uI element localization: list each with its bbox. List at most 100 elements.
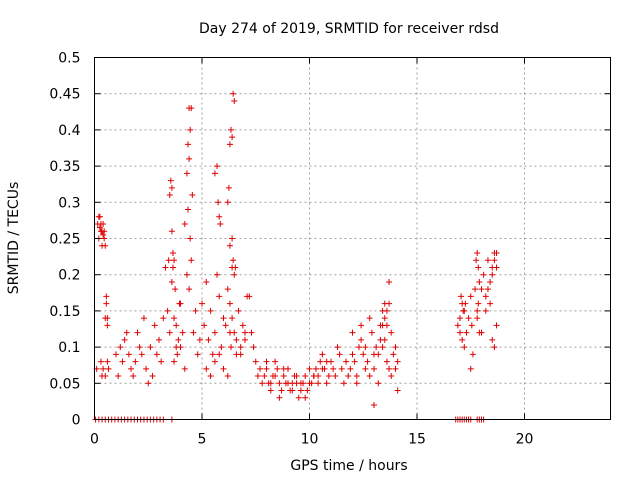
data-point: [386, 300, 393, 307]
data-point: [457, 329, 463, 336]
data-point: [222, 322, 229, 329]
data-point: [117, 344, 124, 351]
data-point: [145, 380, 152, 387]
data-point: [267, 387, 274, 394]
y-tick-label: 0.5: [58, 51, 80, 67]
data-point: [97, 221, 104, 228]
data-point: [334, 344, 341, 351]
data-point: [115, 373, 122, 380]
data-point: [130, 373, 137, 380]
data-point: [169, 249, 176, 256]
data-point: [467, 293, 474, 300]
data-point: [355, 344, 362, 351]
data-point: [187, 235, 194, 242]
data-point: [308, 380, 315, 387]
data-point: [151, 322, 158, 329]
data-point: [97, 358, 104, 365]
data-point: [207, 373, 214, 380]
data-point: [231, 271, 238, 278]
data-point: [480, 271, 487, 278]
y-tick-label: 0.05: [49, 376, 80, 392]
data-point: [123, 329, 130, 336]
y-tick-label: 0.15: [49, 304, 80, 320]
data-point: [461, 344, 468, 351]
data-point: [211, 358, 218, 365]
data-point: [463, 329, 470, 336]
data-point: [158, 358, 165, 365]
data-point: [119, 358, 126, 365]
data-point: [100, 231, 107, 238]
data-point: [216, 351, 223, 358]
data-point: [306, 365, 313, 372]
data-point: [134, 329, 141, 336]
data-point: [153, 351, 160, 358]
data-point: [242, 336, 248, 343]
x-tick-label: 5: [198, 432, 207, 448]
data-point: [493, 249, 500, 256]
data-point: [138, 351, 145, 358]
data-point: [323, 380, 330, 387]
data-point: [226, 300, 233, 307]
data-point: [105, 365, 112, 372]
data-point: [491, 257, 498, 264]
data-point: [235, 307, 242, 314]
data-point: [364, 358, 371, 365]
data-point: [233, 351, 240, 358]
data-point: [214, 163, 221, 170]
data-point: [203, 278, 210, 285]
data-point: [263, 365, 270, 372]
data-point: [242, 329, 248, 336]
data-point: [183, 271, 190, 278]
data-point: [160, 315, 167, 322]
y-tick-label: 0: [72, 413, 81, 429]
data-point: [276, 394, 283, 401]
data-point: [233, 336, 240, 343]
data-point: [263, 358, 270, 365]
data-point: [474, 307, 481, 314]
data-point: [96, 224, 103, 231]
data-point: [383, 307, 390, 314]
data-point: [194, 351, 201, 358]
data-point: [226, 141, 233, 148]
data-point: [226, 242, 233, 249]
data-point: [172, 286, 179, 293]
data-point: [165, 257, 172, 264]
data-point: [186, 286, 193, 293]
data-point: [474, 249, 481, 256]
data-point: [250, 344, 257, 351]
data-point: [336, 351, 343, 358]
data-point: [484, 286, 491, 293]
data-point: [232, 264, 239, 271]
data-point: [472, 286, 479, 293]
data-point: [392, 344, 399, 351]
data-point: [302, 373, 309, 380]
data-point: [390, 351, 397, 358]
data-point: [475, 300, 482, 307]
data-point: [358, 322, 365, 329]
data-point: [185, 141, 192, 148]
y-tick-labels: 0 0.05 0.1 0.15 0.2 0.25 0.3 0.35 0.4 0.45 0.5: [49, 51, 80, 429]
data-point: [351, 358, 358, 365]
data-point: [338, 365, 345, 372]
data-point: [458, 293, 465, 300]
y-tick-label: 0.3: [58, 195, 80, 211]
data-point: [246, 293, 253, 300]
data-point: [304, 387, 311, 394]
data-point: [297, 380, 304, 387]
data-point: [461, 307, 468, 314]
data-point: [174, 351, 181, 358]
data-point: [224, 286, 231, 293]
data-point: [166, 192, 173, 199]
data-point: [218, 344, 225, 351]
data-point: [168, 278, 175, 285]
data-point: [325, 373, 332, 380]
data-point: [468, 322, 475, 329]
data-point: [278, 387, 285, 394]
data-point: [230, 257, 237, 264]
data-point: [214, 271, 221, 278]
data-point: [205, 336, 212, 343]
data-point: [473, 257, 480, 264]
y-tick-label: 0.4: [58, 123, 80, 139]
data-point: [209, 351, 216, 358]
